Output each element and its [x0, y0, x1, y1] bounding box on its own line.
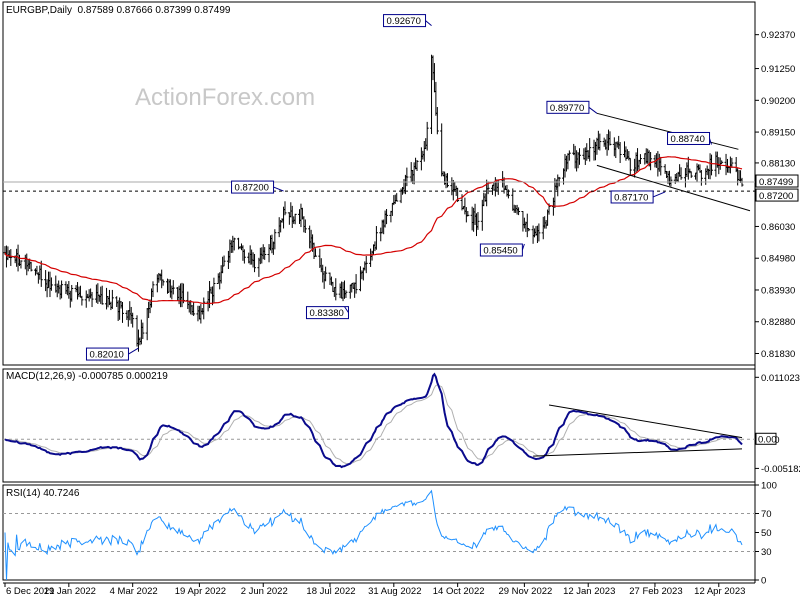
price-annotation-label: 0.87170 — [614, 192, 648, 203]
price-tick-label: 0.88130 — [761, 158, 795, 169]
price-annotation-label: 0.87200 — [235, 183, 269, 194]
price-annotation-label: 0.92670 — [387, 16, 421, 27]
price-annotation-label: 0.89770 — [550, 103, 584, 114]
x-tick-label: 12 Jan 2023 — [563, 586, 615, 597]
x-tick-label: 2 Jun 2022 — [241, 586, 288, 597]
level-price-label: 0.87200 — [759, 191, 793, 202]
price-annotation-label: 0.88740 — [671, 134, 705, 145]
watermark: ActionForex.com — [135, 84, 316, 111]
x-tick-label: 19 Jan 2022 — [44, 586, 96, 597]
moving-average-line — [4, 156, 743, 305]
price-tick-label: 0.86030 — [761, 222, 795, 233]
price-tick-label: 0.84980 — [761, 254, 795, 265]
x-tick-label: 19 Apr 2022 — [175, 586, 226, 597]
macd-tick-label: 0.011023 — [761, 373, 800, 384]
price-annotation-leader — [588, 106, 598, 114]
x-tick-label: 14 Oct 2022 — [433, 586, 485, 597]
macd-line — [4, 372, 743, 469]
macd-signal-line — [4, 384, 743, 465]
current-price-label: 0.87499 — [759, 177, 793, 188]
x-tick-label: 31 Aug 2022 — [368, 586, 421, 597]
price-tick-label: 0.89150 — [761, 128, 795, 139]
macd-trendline-lower — [533, 448, 743, 457]
price-annotation-leader — [273, 186, 284, 192]
x-tick-label: 12 Apr 2023 — [694, 586, 745, 597]
price-tick-label: 0.82880 — [761, 317, 795, 328]
rsi-tick-label: 70 — [761, 509, 772, 520]
channel-line-upper — [596, 112, 739, 150]
price-annotation-leader — [425, 20, 432, 26]
price-annotation-leader — [344, 306, 349, 313]
price-annotation-leader — [652, 191, 666, 198]
price-tick-label: 0.90200 — [761, 96, 795, 107]
price-bars — [3, 54, 744, 352]
level-price-box — [755, 188, 799, 202]
x-tick-label: 18 Jul 2022 — [306, 586, 355, 597]
price-annotation-label: 0.85450 — [483, 246, 517, 257]
x-tick-label: 27 Feb 2023 — [629, 586, 682, 597]
price-annotation-leader — [128, 347, 139, 355]
symbol-title: EURGBP,Daily — [6, 5, 72, 16]
channel-line-lower — [596, 164, 751, 212]
price-tick-label: 0.81830 — [761, 349, 795, 360]
rsi-tick-label: 0 — [761, 576, 766, 587]
price-annotation-leader — [521, 243, 525, 251]
x-tick-label: 6 Dec 2021 — [6, 586, 55, 597]
rsi-tick-label: 50 — [761, 528, 772, 539]
ohlc-values: 0.87589 0.87666 0.87399 0.87499 — [77, 5, 231, 16]
macd-current-label: 0.00 — [758, 434, 777, 445]
rsi-line — [4, 489, 743, 581]
x-tick-label: 4 Mar 2022 — [110, 586, 158, 597]
rsi-tick-label: 100 — [761, 481, 777, 492]
rsi-panel-frame — [2, 484, 756, 581]
rsi-tick-label: 30 — [761, 547, 772, 558]
macd-tick-label: -0.005182 — [761, 464, 800, 475]
macd-panel-header: MACD(12,26,9) -0.000785 0.000219 — [6, 371, 168, 382]
price-annotation-label: 0.82010 — [89, 350, 123, 361]
price-panel-header: EURGBP,Daily 0.87589 0.87666 0.87399 0.8… — [6, 5, 230, 16]
rsi-panel-header: RSI(14) 40.7246 — [6, 488, 80, 499]
price-annotation-label: 0.83380 — [309, 308, 343, 319]
current-price-box — [755, 174, 799, 188]
x-tick-label: 29 Nov 2022 — [498, 586, 552, 597]
price-tick-label: 0.91250 — [761, 64, 795, 75]
macd-current-box — [755, 432, 777, 445]
price-annotation-leader — [709, 138, 713, 145]
macd-trendline-upper — [548, 404, 743, 439]
price-panel-frame — [2, 1, 756, 366]
price-tick-label: 0.92370 — [761, 30, 795, 41]
price-tick-label: 0.83930 — [761, 285, 795, 296]
